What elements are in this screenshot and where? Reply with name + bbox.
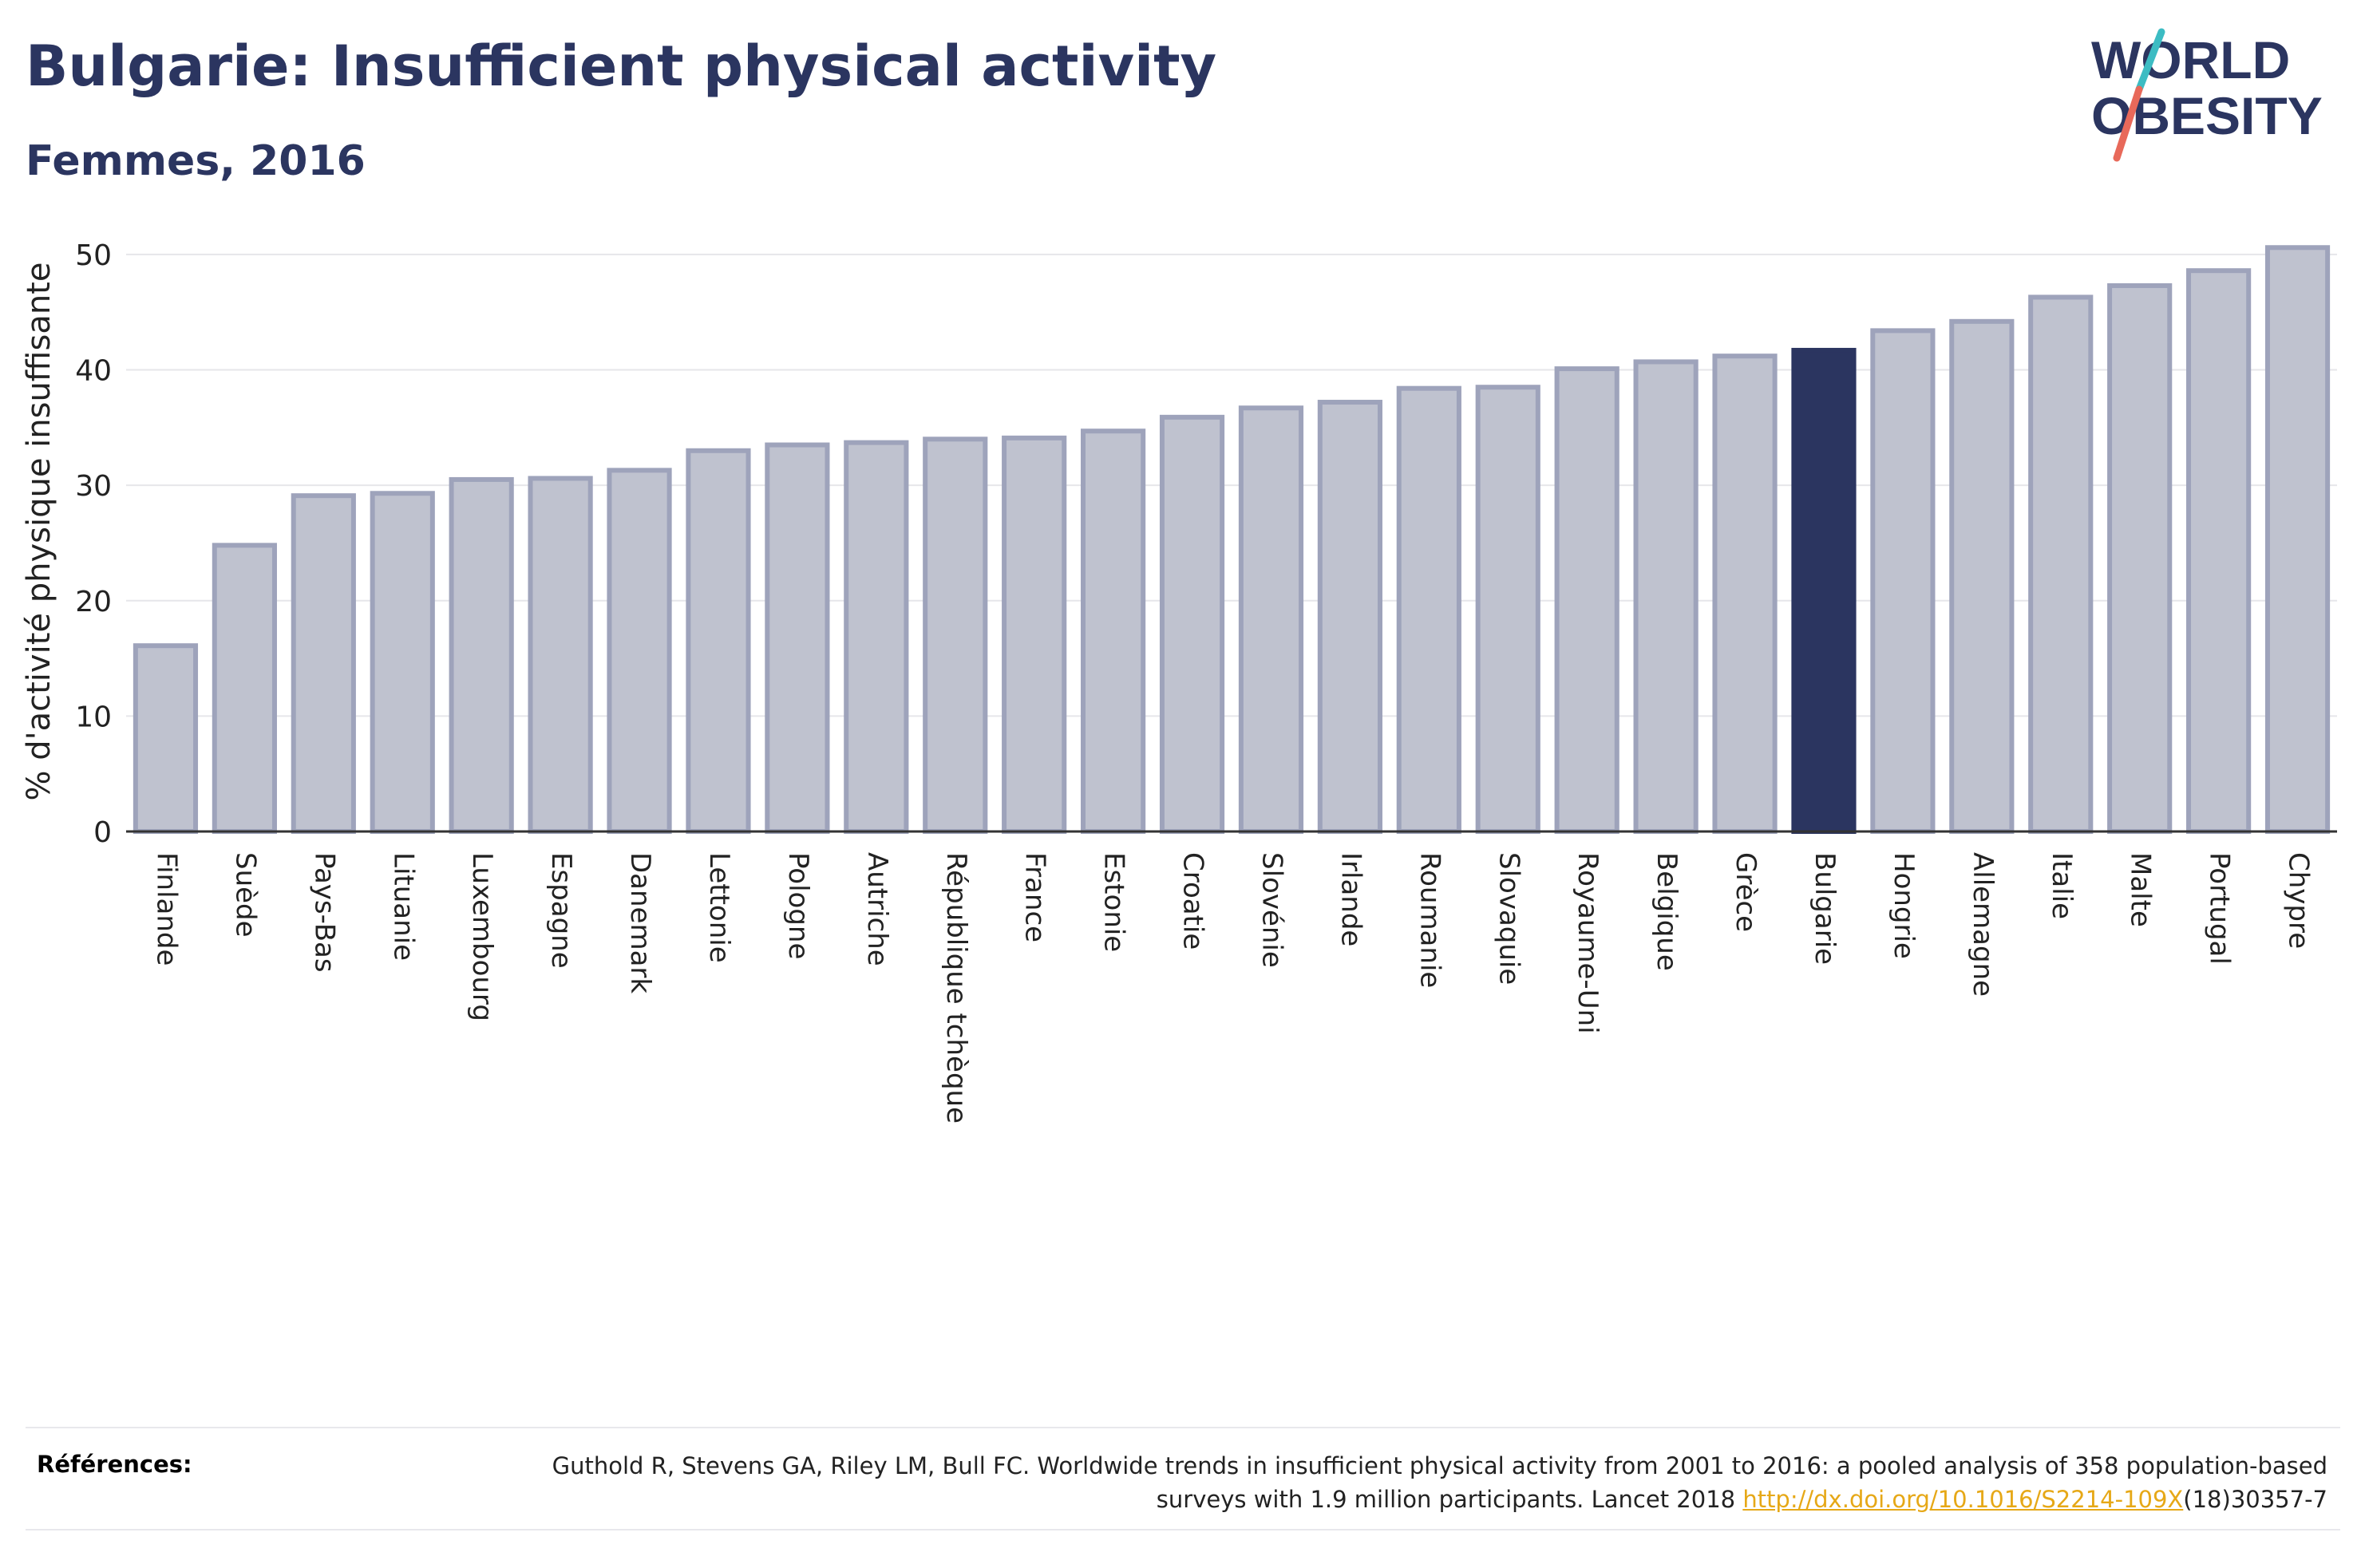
world-obesity-logo: WORLD OBESITY — [2091, 28, 2323, 162]
x-tick-label: Bulgarie — [1809, 852, 1841, 965]
bar-malte — [2107, 282, 2173, 834]
x-tick-label: Lettonie — [703, 852, 735, 963]
logo-line-world: WORLD — [2091, 30, 2290, 89]
x-tick-label: Lituanie — [387, 852, 419, 961]
x-tick-label: Chypre — [2283, 852, 2315, 949]
x-tick-label: Malte — [2125, 852, 2157, 927]
bar-italie — [2028, 294, 2094, 834]
y-tick-label: 10 — [75, 701, 112, 733]
y-tick-label: 50 — [75, 239, 112, 272]
x-tick-label: Autriche — [861, 852, 893, 966]
x-tick-label: Pologne — [782, 852, 814, 959]
references-citation: Guthold R, Stevens GA, Riley LM, Bull FC… — [552, 1452, 2327, 1513]
bar-allemagne — [1949, 318, 2015, 834]
x-tick-label: Slovénie — [1256, 852, 1287, 968]
x-tick-label: Suède — [229, 852, 261, 938]
bar-pays-bas — [291, 493, 356, 835]
x-tick-label: Royaume-Uni — [1572, 852, 1604, 1034]
bar-chart: 0 10 20 30 40 50 Finlande Suède Pays-Bas Lituani… — [21, 239, 2337, 1124]
x-tick-label: Danemark — [624, 852, 656, 993]
x-tick-label: Estonie — [1098, 852, 1130, 952]
x-tick-label: Portugal — [2204, 852, 2236, 965]
x-tick-label: Belgique — [1651, 852, 1683, 971]
bar-grèce — [1712, 353, 1778, 834]
logo-slash-teal — [2135, 28, 2165, 93]
x-tick-label: Italie — [2046, 852, 2078, 919]
bar-lituanie — [370, 491, 435, 834]
bar-belgique — [1633, 359, 1699, 834]
x-tick-label: Irlande — [1335, 852, 1366, 946]
chart-title: Bulgarie: Insufficient physical activity — [26, 34, 1217, 99]
x-tick-label: Espagne — [545, 852, 577, 969]
x-tick-label: Luxembourg — [466, 852, 498, 1021]
bars-layer — [132, 245, 2331, 835]
x-tick-label: France — [1019, 852, 1051, 942]
bar-luxembourg — [449, 476, 514, 835]
bar-royaume-uni — [1554, 366, 1619, 835]
y-axis-label: % d'activité physique insuffisante — [21, 263, 57, 801]
x-tick-label: Croatie — [1177, 852, 1209, 950]
chart-subtitle: Femmes, 2016 — [26, 137, 366, 185]
references-doi-link[interactable]: http://dx.doi.org/10.1016/S2214-109X — [1742, 1486, 2184, 1513]
bar-pologne — [765, 442, 830, 834]
bar-slovaquie — [1475, 385, 1540, 834]
y-tick-label: 20 — [75, 586, 112, 618]
bar-croatie — [1159, 414, 1225, 834]
bar-lettonie — [686, 448, 751, 834]
y-tick-label: 0 — [93, 816, 112, 849]
bar-irlande — [1317, 400, 1382, 834]
x-tick-label: Grèce — [1730, 852, 1762, 932]
references-panel: Références: Guthold R, Stevens GA, Riley… — [26, 1427, 2340, 1530]
bar-bulgarie — [1791, 347, 1857, 834]
bar-autriche — [844, 440, 909, 835]
references-text: Guthold R, Stevens GA, Riley LM, Bull FC… — [492, 1449, 2327, 1516]
bar-finlande — [132, 643, 199, 835]
bar-chypre — [2264, 245, 2331, 834]
bar-portugal — [2186, 268, 2252, 834]
x-tick-label: Pays-Bas — [308, 852, 340, 973]
bar-danemark — [607, 468, 672, 834]
x-tick-label: Slovaquie — [1493, 852, 1525, 985]
bar-suède — [212, 543, 277, 834]
x-tick-label: République tchèque — [940, 852, 972, 1124]
x-tick-label: Allemagne — [1967, 852, 1999, 997]
bar-roumanie — [1396, 385, 1461, 834]
y-tick-label: 30 — [75, 470, 112, 503]
y-tick-label: 40 — [75, 355, 112, 388]
y-tick-labels: 0 10 20 30 40 50 — [75, 239, 112, 849]
x-tick-label: Hongrie — [1888, 852, 1920, 959]
x-tick-labels: Finlande Suède Pays-Bas Lituanie Luxembourg E… — [150, 852, 2314, 1124]
bar-hongrie — [1870, 328, 1936, 835]
references-label: Références: — [37, 1451, 192, 1478]
bar-espagne — [528, 476, 593, 834]
bar-république-tchèque — [923, 436, 988, 834]
x-tick-label: Roumanie — [1414, 852, 1445, 988]
logo-slash-coral — [2113, 85, 2143, 162]
bar-france — [1002, 435, 1067, 834]
references-citation-end: (18)30357-7 — [2183, 1486, 2327, 1513]
x-tick-label: Finlande — [150, 852, 182, 966]
bar-estonie — [1081, 429, 1146, 835]
bar-slovénie — [1238, 405, 1304, 834]
